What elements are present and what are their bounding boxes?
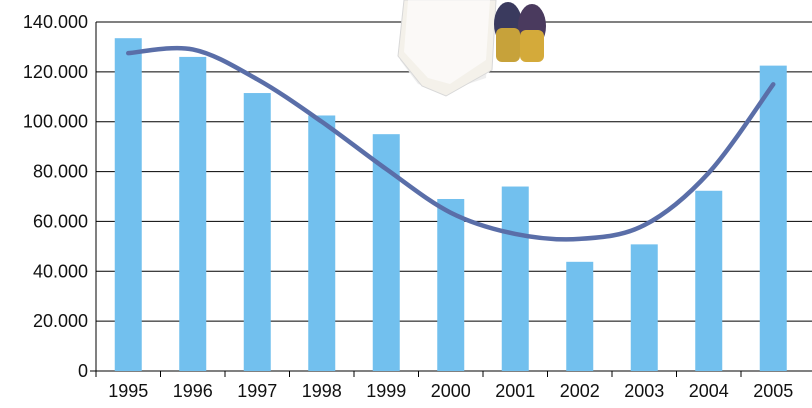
x-tick-label: 1998 bbox=[302, 381, 342, 401]
x-tick-label: 1995 bbox=[108, 381, 148, 401]
x-tick-label: 1997 bbox=[237, 381, 277, 401]
trend-line bbox=[126, 45, 776, 242]
book-cover-photo-icon bbox=[397, 0, 546, 97]
y-tick-label: 140.000 bbox=[23, 12, 88, 32]
x-tick-label: 2001 bbox=[495, 381, 535, 401]
x-tick-label: 1996 bbox=[173, 381, 213, 401]
y-tick-label: 80.000 bbox=[33, 162, 88, 182]
bar bbox=[308, 115, 336, 371]
x-tick-label: 2004 bbox=[689, 381, 729, 401]
bar bbox=[501, 186, 529, 371]
bar bbox=[695, 190, 723, 371]
x-tick-label: 1999 bbox=[366, 381, 406, 401]
bars bbox=[114, 38, 787, 372]
y-tick-label: 40.000 bbox=[33, 261, 88, 281]
bar bbox=[243, 93, 271, 372]
bar bbox=[630, 244, 658, 371]
x-tick-label: 2002 bbox=[560, 381, 600, 401]
bar bbox=[759, 65, 787, 371]
bar bbox=[566, 261, 594, 371]
y-axis-ticks: 0 20.000 40.000 60.000 80.000 100.000 120.000 1… bbox=[23, 12, 88, 381]
y-tick-label: 100.000 bbox=[23, 112, 88, 132]
bar bbox=[114, 38, 142, 371]
y-tick-label: 20.000 bbox=[33, 311, 88, 331]
bar bbox=[179, 56, 207, 372]
y-tick-label: 60.000 bbox=[33, 211, 88, 231]
x-axis-ticks: 1995 1996 1997 1998 1999 2000 2001 2002 2003 2004… bbox=[108, 371, 793, 401]
x-tick-label: 2000 bbox=[431, 381, 471, 401]
x-tick-label: 2005 bbox=[753, 381, 793, 401]
bar bbox=[437, 198, 465, 371]
x-tick-label: 2003 bbox=[624, 381, 664, 401]
y-tick-label: 0 bbox=[78, 361, 88, 381]
y-tick-label: 120.000 bbox=[23, 62, 88, 82]
